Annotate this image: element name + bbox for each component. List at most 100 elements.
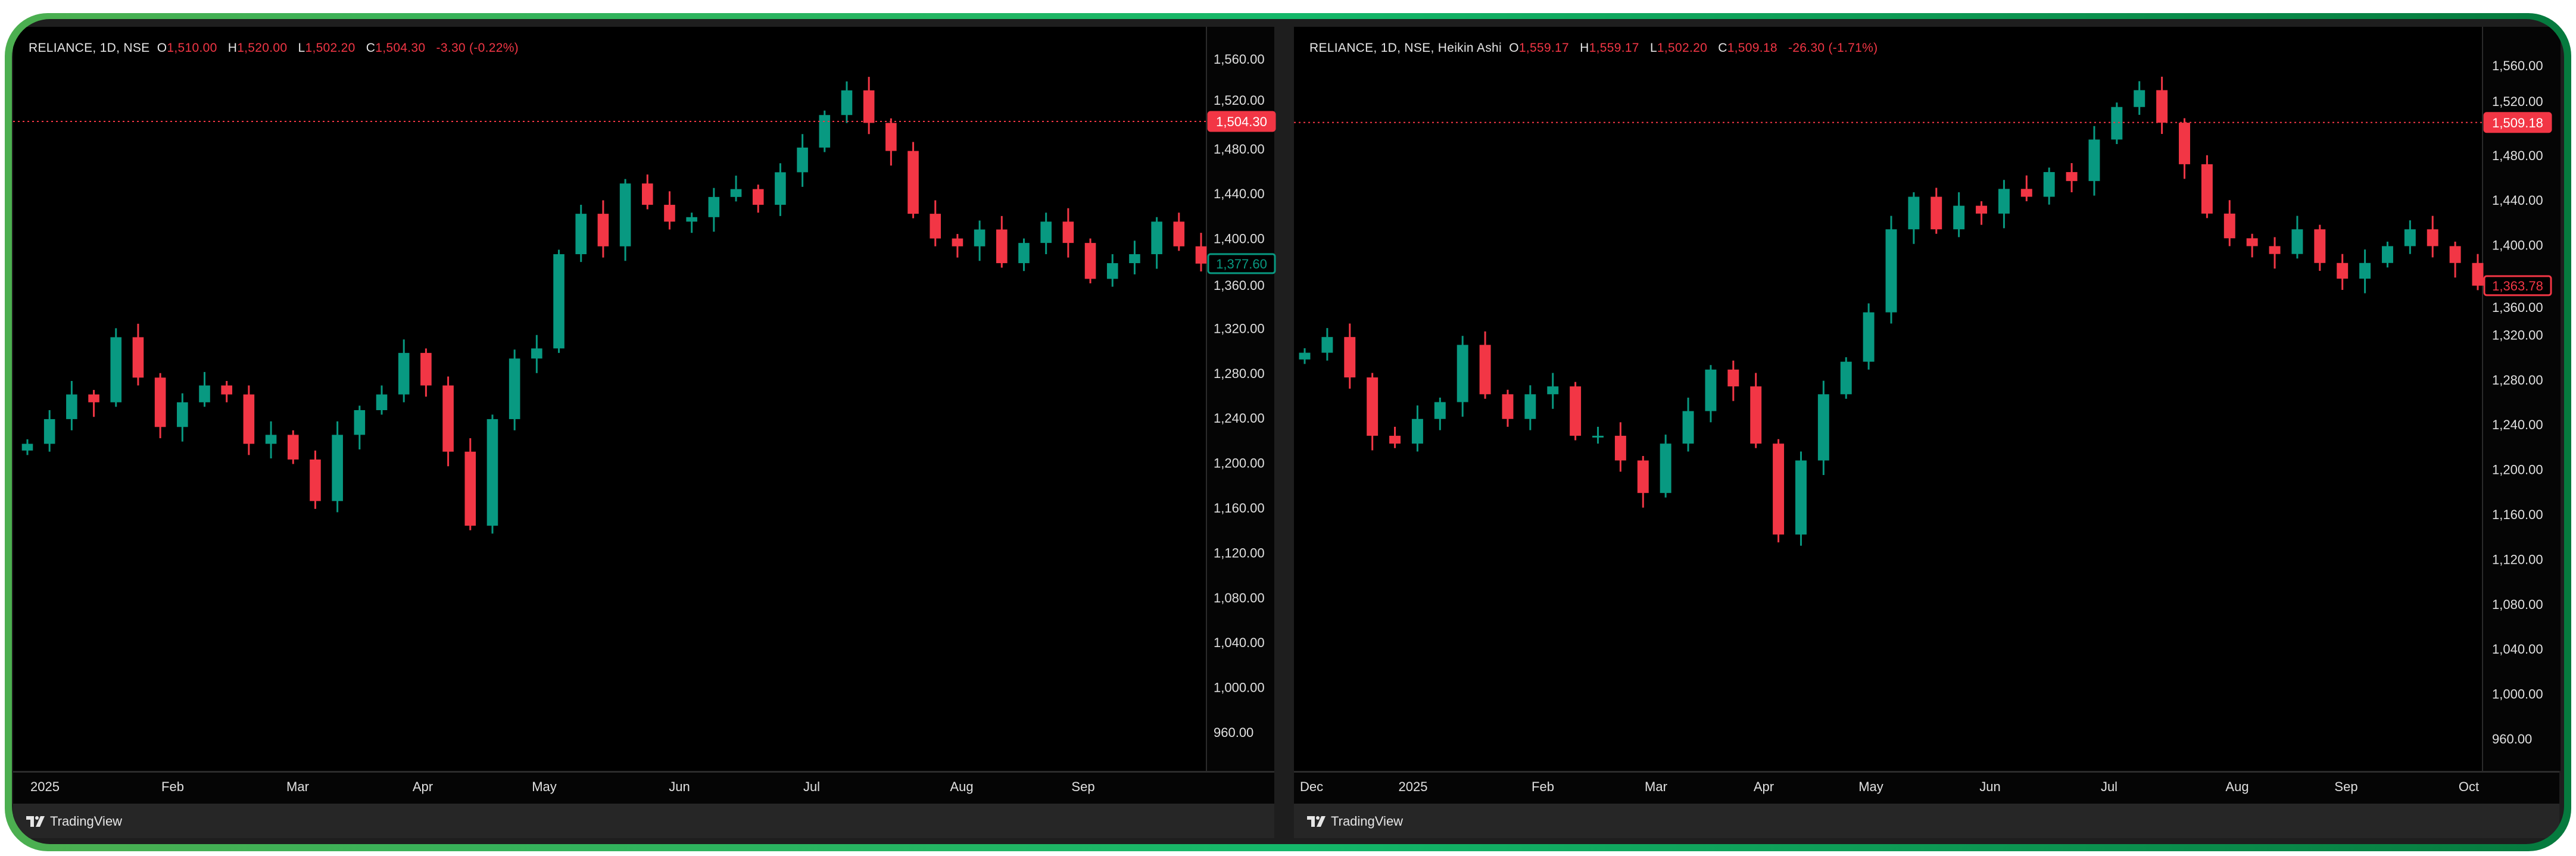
candle (686, 213, 697, 233)
candle-body (1062, 221, 1074, 243)
candle-body (531, 348, 542, 359)
candle (752, 185, 764, 213)
candle-body (1151, 221, 1162, 254)
price-tick-label: 1,320.00 (1214, 321, 1265, 336)
candle (2156, 76, 2168, 134)
candle (597, 200, 609, 258)
candle-body (1321, 337, 1333, 353)
time-tick-label: May (1858, 779, 1883, 794)
candle (398, 339, 410, 402)
price-axis[interactable] (2482, 27, 2561, 771)
candle-body (2066, 172, 2078, 182)
high-key: H (227, 41, 238, 55)
candle-body (974, 229, 986, 246)
candle-body (885, 123, 897, 151)
candle (1773, 439, 1785, 543)
candle (2088, 126, 2100, 196)
candle-body (1299, 352, 1311, 360)
candle-body (2201, 164, 2213, 214)
candle (154, 373, 166, 439)
candle (1976, 201, 1988, 225)
candle-body (1863, 312, 1875, 362)
candle-body (154, 377, 166, 427)
candle-body (1434, 402, 1446, 419)
candle (1863, 303, 1875, 370)
candle-body (752, 189, 764, 205)
candle (1885, 215, 1897, 324)
time-axis[interactable] (1294, 771, 2559, 804)
candle-body (2269, 246, 2281, 254)
candle-body (1682, 411, 1694, 444)
candle-body (2223, 213, 2235, 239)
candle (1795, 451, 1807, 546)
candle (619, 179, 631, 261)
candle (486, 414, 498, 534)
candle (974, 220, 986, 261)
candle-body (509, 358, 520, 420)
candle-body (332, 435, 343, 501)
price-tick-label: 1,440.00 (2492, 193, 2543, 208)
close-value: 1,509.18 (1727, 41, 1777, 55)
candle (2381, 241, 2393, 268)
candle (952, 234, 963, 258)
plot-area[interactable] (1294, 27, 2482, 771)
price-tick-label: 1,000.00 (2492, 687, 2543, 702)
time-tick-label: Mar (1645, 779, 1667, 794)
symbol-label[interactable]: RELIANCE, 1D, NSE (29, 41, 150, 55)
candle-body (2246, 238, 2258, 246)
legend-header: RELIANCE, 1D, NSE, Heikin Ashi O1,559.17… (1309, 41, 1885, 55)
candle-body (553, 254, 565, 349)
candle-body (575, 214, 587, 254)
time-tick-label: Jul (803, 779, 820, 794)
candle-body (2156, 90, 2168, 123)
candle-body (199, 385, 210, 402)
candle (841, 81, 853, 123)
price-tick-label: 1,520.00 (2492, 94, 2543, 109)
candle (1040, 213, 1052, 254)
candle (1195, 233, 1207, 272)
candle-body (2088, 139, 2100, 182)
candle (1570, 382, 1582, 441)
tradingview-brand[interactable]: TradingView (26, 814, 122, 829)
candle (1750, 373, 1762, 448)
candle-body (863, 90, 875, 123)
candle-body (1614, 436, 1626, 461)
candle-body (1750, 386, 1762, 444)
tradingview-brand[interactable]: TradingView (1307, 814, 1403, 829)
candle (2314, 224, 2326, 271)
candle (332, 421, 343, 513)
low-key: L (298, 41, 305, 55)
candle (310, 450, 321, 509)
candle-body (1592, 436, 1604, 438)
candle (575, 205, 587, 263)
chart-panel-heikin-ashi[interactable]: 1,560.00 1,520.00 1,480.00 1,440.00 1,400.00… (1294, 27, 2561, 838)
candle (2449, 241, 2461, 278)
candle-body (686, 217, 697, 222)
candle (464, 438, 476, 530)
candle (1411, 405, 1423, 452)
symbol-label[interactable]: RELIANCE, 1D, NSE, Heikin Ashi (1309, 41, 1502, 55)
low-key: L (1649, 41, 1657, 55)
candle-body (310, 459, 321, 501)
workspace: 1,560.00 1,520.00 1,480.00 1,440.00 1,400.00… (12, 19, 2564, 844)
high-key: H (1580, 41, 1589, 55)
time-tick-label: Feb (161, 779, 184, 794)
time-tick-label: Aug (950, 779, 973, 794)
candle (1106, 254, 1118, 287)
candle (2111, 102, 2123, 144)
chart-panel-candles[interactable]: 1,560.00 1,520.00 1,480.00 1,440.00 1,400.00… (13, 27, 1276, 838)
candle-body (1931, 196, 1942, 230)
price-tick-label: 1,080.00 (2492, 597, 2543, 612)
low-value: 1,502.20 (305, 41, 355, 55)
time-axis[interactable] (13, 771, 1274, 804)
chart-footer (13, 804, 1274, 838)
time-tick-label: Aug (2225, 779, 2248, 794)
price-tick-label: 1,400.00 (1214, 232, 1265, 246)
price-tick-label: 1,200.00 (2492, 463, 2543, 477)
price-axis[interactable] (1206, 27, 1274, 771)
candle (1840, 357, 1852, 399)
candle-body (1795, 460, 1807, 535)
plot-area[interactable] (13, 27, 1206, 771)
time-tick-label: Oct (2459, 779, 2479, 794)
low-value: 1,502.20 (1657, 41, 1708, 55)
